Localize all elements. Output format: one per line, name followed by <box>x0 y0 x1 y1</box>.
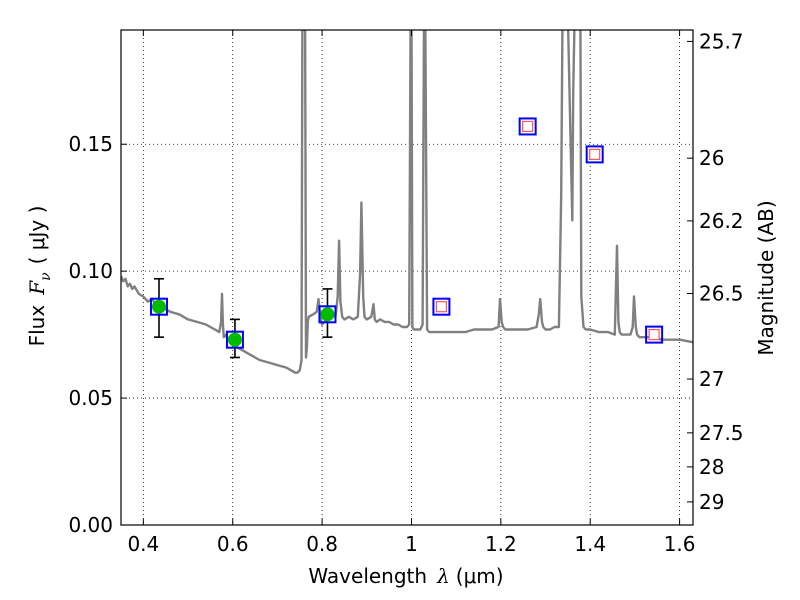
x-axis-label-prefix: Wavelength <box>308 564 427 588</box>
plot-frame <box>120 29 694 526</box>
mag-tick-label: 28 <box>699 455 724 479</box>
model-box-marker <box>225 330 244 349</box>
x-tick-label: 0.8 <box>306 532 338 556</box>
model-box-marker <box>585 145 604 164</box>
y-axis-label-symbol: F <box>25 280 49 296</box>
open-square-marker <box>435 301 448 313</box>
mag-tick-label: 27 <box>699 367 724 391</box>
x-tick-label: 0.6 <box>217 532 249 556</box>
y-axis-label-units: ( μJy ) <box>25 206 49 265</box>
x-tick-label: 1.4 <box>574 532 606 556</box>
y2-axis-label: Magnitude (AB) <box>754 200 778 355</box>
y-axis-label-prefix: Flux <box>25 305 49 347</box>
measured-point-marker <box>151 299 166 314</box>
x-tick-label: 1.6 <box>664 532 696 556</box>
y-tick-label: 0.10 <box>68 259 113 283</box>
model-box-marker <box>432 297 451 316</box>
x-axis-label-units: (μm) <box>456 564 504 588</box>
y-axis-label-subscript: ν <box>38 272 54 281</box>
open-square-marker <box>522 120 534 133</box>
mag-tick-label: 26 <box>699 146 724 170</box>
measured-point-marker <box>227 332 242 347</box>
x-tick-label: 0.4 <box>127 532 159 556</box>
y-tick-label: 0.15 <box>68 132 113 156</box>
y-tick-label: 0.00 <box>68 513 113 537</box>
open-square-marker <box>648 329 660 341</box>
mag-tick-label: 26.5 <box>699 281 744 305</box>
model-box-marker <box>318 305 337 324</box>
mag-tick-label: 26.2 <box>699 209 744 233</box>
y-axis-label: Flux Fν ( μJy ) <box>25 206 54 347</box>
markers <box>149 117 664 359</box>
model-box-marker <box>518 117 537 136</box>
measured-point-marker <box>320 307 335 322</box>
grid <box>121 30 693 525</box>
y-tick-label: 0.05 <box>68 386 113 410</box>
x-tick-label: 1.2 <box>485 532 517 556</box>
x-axis-label: Wavelength λ (μm) <box>308 564 503 588</box>
ticks: 0.4 0.6 0.8 1 1.2 1.4 1.6 0.00 0.05 0.10 0.15 25.7 2… <box>68 29 743 556</box>
mag-tick-label: 25.7 <box>699 29 744 53</box>
x-tick-label: 1 <box>405 532 418 556</box>
open-square-marker <box>589 148 601 160</box>
mag-tick-label: 29 <box>699 490 724 514</box>
model-box-marker <box>645 325 664 344</box>
model-box-marker <box>149 297 168 316</box>
mag-tick-label: 27.5 <box>699 421 744 445</box>
x-axis-label-symbol: λ <box>436 564 450 588</box>
